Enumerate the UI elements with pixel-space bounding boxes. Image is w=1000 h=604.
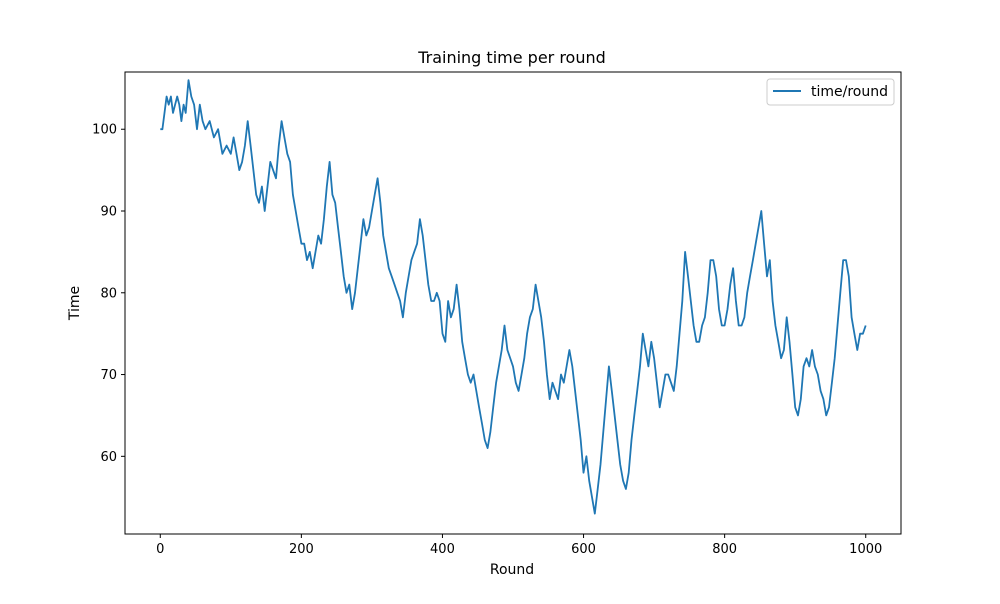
chart-title: Training time per round [417,48,606,67]
legend-label: time/round [811,84,888,100]
x-tick-label: 400 [430,542,455,557]
y-tick-label: 60 [100,450,117,465]
y-tick-label: 80 [100,286,117,301]
x-tick-label: 1000 [849,542,882,557]
plot-area [125,72,901,534]
series-layer [160,79,867,515]
y-tick-label: 100 [92,123,117,138]
series-line [160,79,867,515]
y-tick-label: 90 [100,205,117,220]
x-tick-label: 600 [571,542,596,557]
plot-frame [124,71,902,535]
legend: time/round [766,78,895,106]
x-axis-label: Round [490,562,534,578]
x-tick-label: 200 [289,542,314,557]
y-axis: 60 70 80 90 100 [92,123,125,465]
x-axis: 0 200 400 600 800 1000 [156,534,882,557]
x-tick-label: 0 [156,542,164,557]
y-axis-label: Time [67,286,83,321]
x-tick-label: 800 [712,542,737,557]
y-tick-label: 70 [100,368,117,383]
legend-box [766,78,895,106]
